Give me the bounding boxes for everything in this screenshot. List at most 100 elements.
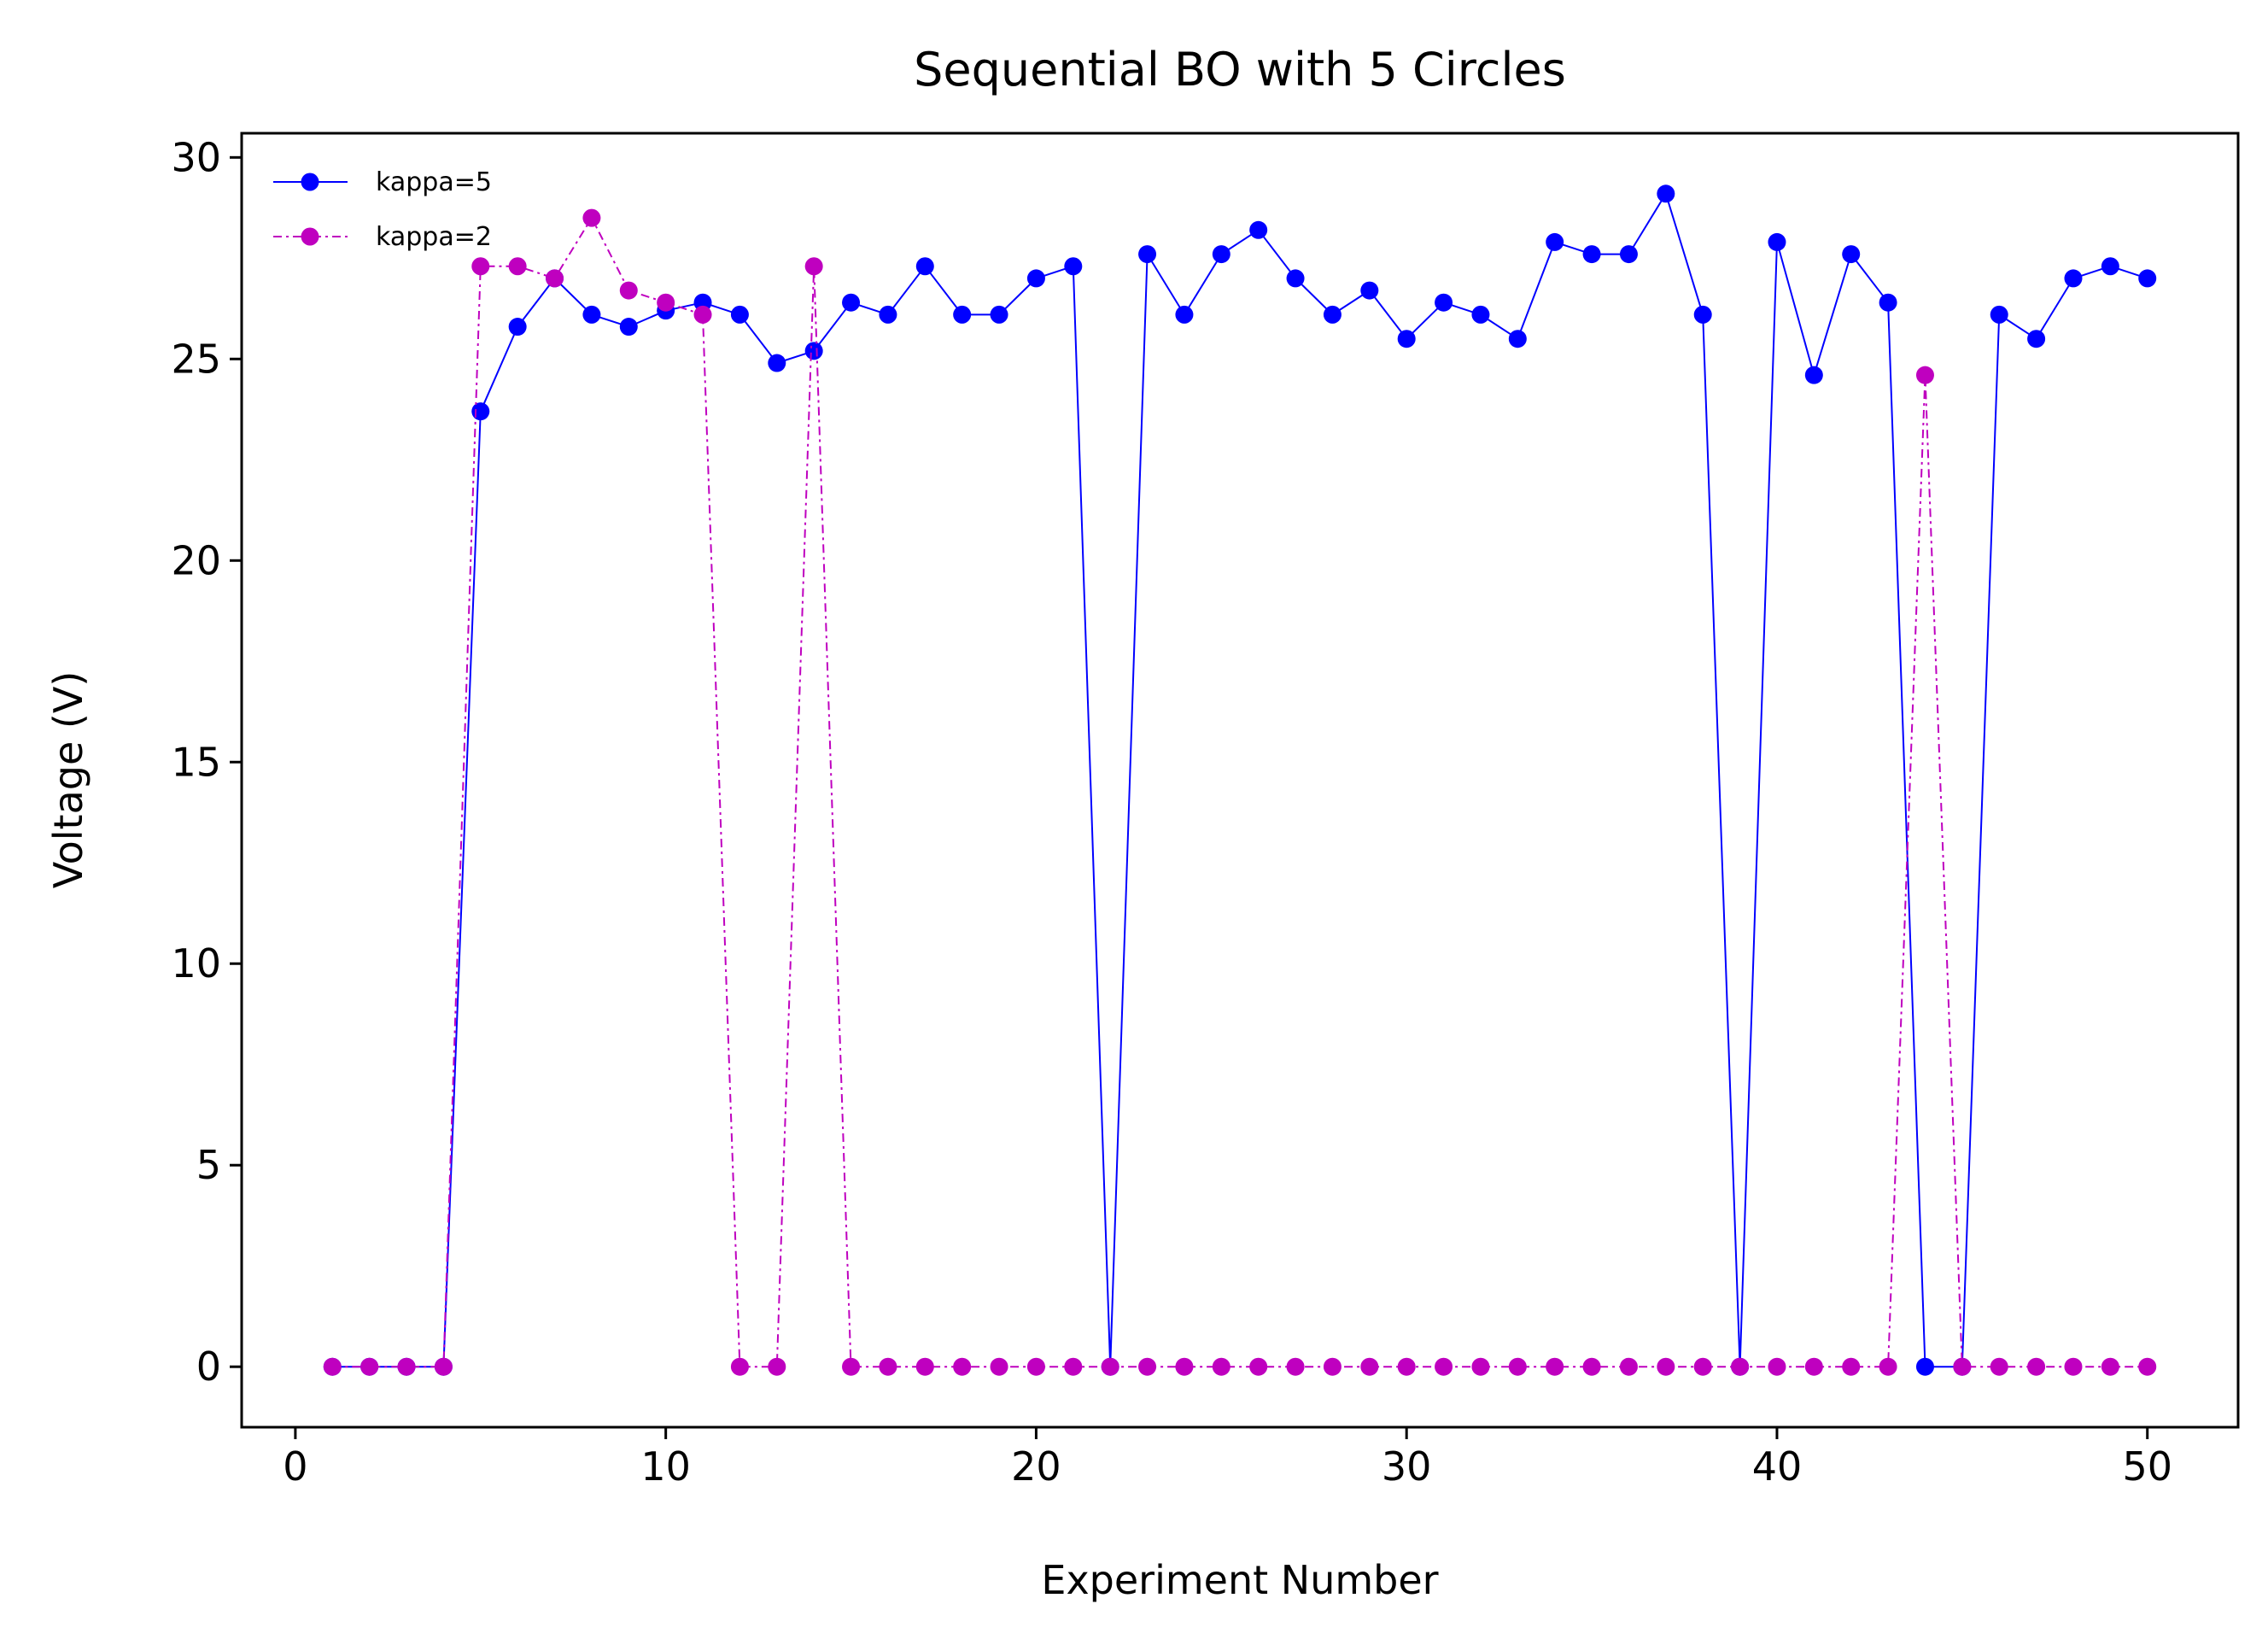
legend: kappa=5 kappa=2 xyxy=(273,167,492,252)
x-tick-label: 50 xyxy=(2122,1443,2172,1490)
series-0-point xyxy=(1619,245,1638,264)
series-0-point xyxy=(1249,220,1268,239)
y-axis-ticks: 0 5 10 15 20 25 30 xyxy=(171,134,242,1390)
series-1-point xyxy=(1026,1357,1045,1376)
series-1-point xyxy=(1657,1357,1675,1376)
x-tick-label: 10 xyxy=(640,1443,691,1490)
x-tick-label: 0 xyxy=(283,1443,307,1490)
series-1-point xyxy=(1508,1357,1527,1376)
series-0-point xyxy=(1435,293,1453,312)
series-1-line xyxy=(332,217,2148,1368)
series-0-point xyxy=(1360,281,1379,300)
series-0-point xyxy=(508,318,527,337)
series-1-point xyxy=(2138,1357,2157,1376)
series-0-point xyxy=(1693,305,1712,324)
series-1-point xyxy=(657,293,675,312)
series-1-point xyxy=(804,257,823,276)
series-1-point xyxy=(1101,1357,1119,1376)
legend-label-0: kappa=5 xyxy=(376,167,492,197)
legend-marker-1 xyxy=(301,227,319,246)
y-tick-label: 5 xyxy=(196,1142,221,1188)
series-0-point xyxy=(915,257,934,276)
series-0-point xyxy=(2101,257,2119,276)
series-0-point xyxy=(619,318,638,337)
series-1-point xyxy=(2101,1357,2119,1376)
series-1-point xyxy=(1360,1357,1379,1376)
y-tick-label: 30 xyxy=(171,134,221,180)
series-1-point xyxy=(1693,1357,1712,1376)
series-0-point xyxy=(1064,257,1083,276)
y-axis-label: Voltage (V) xyxy=(45,671,91,889)
series-0-point xyxy=(471,402,490,421)
series-0-point xyxy=(1804,366,1823,384)
series-1-point xyxy=(1286,1357,1305,1376)
series-1-point xyxy=(915,1357,934,1376)
series-1-point xyxy=(1768,1357,1786,1376)
legend-marker-0 xyxy=(301,173,319,191)
series-1-point xyxy=(1619,1357,1638,1376)
series-1-point xyxy=(730,1357,749,1376)
series-1-point xyxy=(1175,1357,1194,1376)
series-1-point xyxy=(1323,1357,1342,1376)
series-1-point xyxy=(2064,1357,2083,1376)
series-1-point xyxy=(1842,1357,1861,1376)
series-0-point xyxy=(1212,245,1230,264)
series-1-point xyxy=(1879,1357,1897,1376)
series-0-point xyxy=(1582,245,1601,264)
series-1-point xyxy=(1990,1357,2008,1376)
series-1-point xyxy=(1953,1357,1972,1376)
series-1-point xyxy=(2027,1357,2046,1376)
x-tick-label: 20 xyxy=(1011,1443,1061,1490)
series-0-point xyxy=(804,342,823,360)
series-0-point xyxy=(990,305,1008,324)
series-1-point xyxy=(1582,1357,1601,1376)
series-1-point xyxy=(508,257,527,276)
y-tick-label: 10 xyxy=(171,940,221,986)
series-1-point xyxy=(1915,366,1934,384)
series-1-point xyxy=(397,1357,416,1376)
series-1-point xyxy=(953,1357,972,1376)
series-0-point xyxy=(1471,305,1490,324)
x-axis-ticks: 0 10 20 30 40 50 xyxy=(283,1427,2172,1490)
series-1-point xyxy=(768,1357,786,1376)
series-1-point xyxy=(879,1357,897,1376)
series-0-point xyxy=(1768,232,1786,251)
series-1-point xyxy=(1064,1357,1083,1376)
series-1-point xyxy=(1804,1357,1823,1376)
series-1-point xyxy=(990,1357,1008,1376)
series-1-point xyxy=(471,257,490,276)
series-0-point xyxy=(2138,269,2157,288)
series-0-point xyxy=(768,354,786,372)
series-0-point xyxy=(1879,293,1897,312)
series-0-point xyxy=(1842,245,1861,264)
series-1-point xyxy=(323,1357,342,1376)
series-0-point xyxy=(1397,330,1416,348)
series-0-point xyxy=(730,305,749,324)
y-tick-label: 25 xyxy=(171,336,221,382)
series-1-point xyxy=(1138,1357,1157,1376)
series-0-point xyxy=(1286,269,1305,288)
y-tick-label: 0 xyxy=(196,1344,221,1390)
series-1-point xyxy=(619,281,638,300)
series-1-point xyxy=(546,269,564,288)
plot-area xyxy=(240,132,2240,1429)
y-tick-label: 15 xyxy=(171,739,221,785)
series-1-point xyxy=(434,1357,453,1376)
series-1-point xyxy=(1397,1357,1416,1376)
x-tick-label: 40 xyxy=(1752,1443,1803,1490)
series-1-point xyxy=(360,1357,379,1376)
series-0-point xyxy=(1175,305,1194,324)
series-0-point xyxy=(953,305,972,324)
series-0-point xyxy=(842,293,861,312)
series-1-point xyxy=(842,1357,861,1376)
series-0-point xyxy=(1657,184,1675,203)
series-0-point xyxy=(1546,232,1564,251)
series-0-point xyxy=(879,305,897,324)
series-0-point xyxy=(1915,1357,1934,1376)
series-1-point xyxy=(1471,1357,1490,1376)
series-1-point xyxy=(582,208,601,227)
series-1-point xyxy=(1435,1357,1453,1376)
x-tick-label: 30 xyxy=(1382,1443,1432,1490)
